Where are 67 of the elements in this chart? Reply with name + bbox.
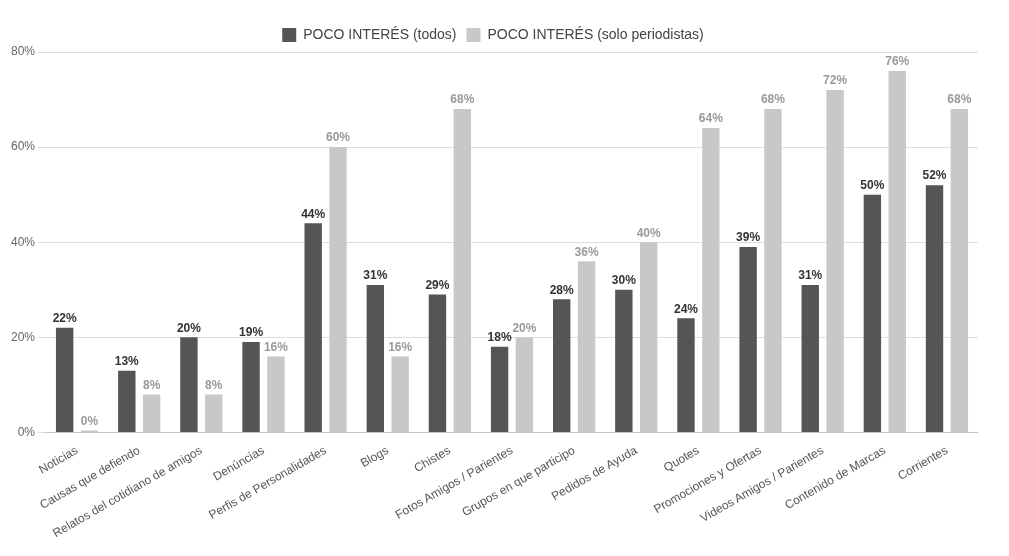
- bar: [329, 147, 347, 432]
- bar: [180, 337, 198, 432]
- data-label: 29%: [425, 277, 450, 292]
- bar: [577, 261, 596, 432]
- bar: [391, 356, 409, 432]
- bar: [640, 242, 658, 432]
- data-label: 16%: [263, 339, 289, 354]
- data-label: 76%: [885, 54, 910, 69]
- data-label: 68%: [760, 92, 786, 107]
- y-tick-label: 80%: [10, 44, 36, 59]
- data-label: 28%: [549, 282, 575, 297]
- bar: [677, 318, 695, 432]
- x-tick-label: Blogs: [357, 443, 391, 471]
- data-label: 68%: [450, 92, 475, 107]
- bar: [764, 109, 782, 432]
- bar: [490, 346, 509, 432]
- data-label: 19%: [239, 325, 264, 340]
- y-tick-label: 20%: [10, 329, 36, 344]
- bar: [304, 223, 322, 432]
- bar: [453, 109, 471, 432]
- y-tick-label: 60%: [10, 139, 36, 154]
- bar: [925, 185, 944, 432]
- bar: [515, 337, 534, 432]
- data-label: 18%: [487, 330, 512, 345]
- bar: [888, 71, 906, 432]
- legend-label: POCO INTERÉS (solo periodistas): [487, 25, 704, 42]
- bar: [118, 370, 136, 432]
- data-label: 24%: [673, 301, 699, 316]
- bar: [863, 194, 882, 432]
- bar: [242, 342, 260, 432]
- y-tick-label: 40%: [10, 234, 36, 249]
- y-tick-label: 0%: [17, 424, 36, 439]
- data-label: 50%: [860, 177, 885, 192]
- data-label: 8%: [205, 377, 223, 392]
- bar: [366, 285, 385, 432]
- data-label: 60%: [326, 130, 351, 145]
- bar: [205, 394, 223, 432]
- data-label: 30%: [611, 273, 637, 288]
- data-label: 8%: [142, 377, 161, 392]
- data-label: 20%: [512, 320, 537, 335]
- data-label: 40%: [636, 225, 662, 240]
- bar: [553, 299, 571, 432]
- bar: [739, 247, 757, 432]
- bar: [950, 109, 969, 432]
- data-label: 0%: [80, 413, 99, 428]
- bar: [615, 289, 633, 432]
- legend-label: POCO INTERÉS (todos): [303, 25, 457, 42]
- data-label: 16%: [388, 339, 413, 354]
- data-label: 68%: [947, 92, 972, 107]
- bar: [267, 356, 285, 432]
- data-label: 31%: [798, 268, 823, 283]
- data-label: 36%: [574, 244, 599, 259]
- data-label: 44%: [301, 206, 326, 221]
- data-label: 72%: [823, 73, 848, 88]
- bar: [801, 285, 819, 432]
- data-label: 13%: [114, 353, 140, 368]
- data-label: 52%: [922, 168, 947, 183]
- bar: [702, 128, 720, 432]
- bar: [428, 294, 447, 432]
- data-label: 20%: [176, 320, 202, 335]
- bar: [55, 327, 74, 432]
- data-label: 64%: [698, 111, 724, 126]
- data-label: 22%: [52, 311, 77, 326]
- bar: [826, 90, 844, 432]
- data-label: 39%: [736, 230, 761, 245]
- data-label: 31%: [363, 268, 388, 283]
- bar: [142, 394, 161, 432]
